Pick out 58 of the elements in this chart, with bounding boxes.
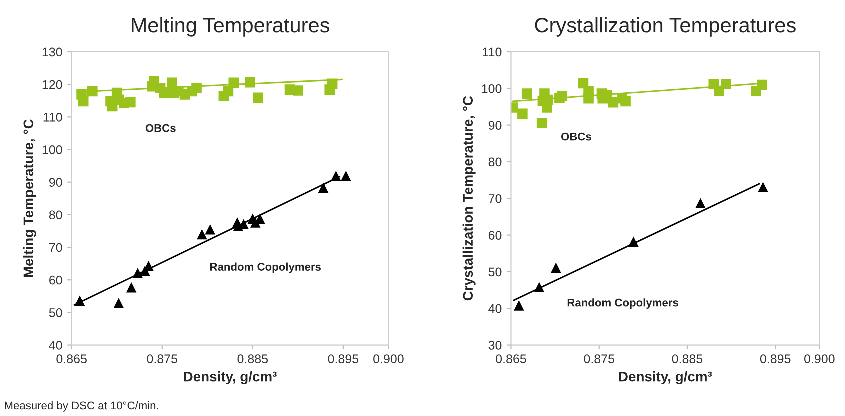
point <box>551 262 562 274</box>
x-tick-label: 0.885 <box>238 354 268 364</box>
y-tick-label: 130 <box>42 48 62 57</box>
y-tick-label: 100 <box>42 146 62 154</box>
point <box>522 88 532 99</box>
y-axis-title: Melting Temperature, °C <box>23 120 36 278</box>
point <box>126 282 137 293</box>
point <box>514 300 524 311</box>
point <box>126 97 136 108</box>
series-label: OBCs <box>146 124 176 132</box>
y-tick-label: 70 <box>50 243 62 252</box>
text: Random Copolymers <box>210 262 322 274</box>
y-tick-label: 80 <box>49 210 62 220</box>
x-tick-label: 0.895 <box>328 354 359 364</box>
text: Measured by DSC at 10°C/min. <box>5 401 158 412</box>
x-tick-label: 0.900 <box>374 354 404 364</box>
chart-title: Melting Temperatures <box>132 17 330 37</box>
y-tick-label: 80 <box>488 158 502 167</box>
x-tick-label: 0.865 <box>496 354 526 364</box>
point <box>536 118 548 128</box>
chart-title: Crystallization Temperatures <box>535 17 796 37</box>
point <box>696 198 706 209</box>
x-axis-title: Density, g/cm³ <box>619 372 712 385</box>
x-tick-label: 0.885 <box>672 354 703 364</box>
point <box>205 224 216 235</box>
x-tick-label: 0.875 <box>584 354 614 364</box>
y-tick-label: 30 <box>488 341 502 350</box>
y-tick-label: 90 <box>488 121 502 130</box>
point <box>293 86 304 96</box>
y-tick-label: 50 <box>49 308 62 318</box>
y-tick-label: 90 <box>49 178 62 187</box>
point <box>197 229 208 240</box>
point <box>114 298 124 308</box>
point <box>318 182 329 194</box>
x-tick-label: 0.865 <box>56 354 87 364</box>
point <box>78 96 89 107</box>
point <box>758 182 768 192</box>
y-tick-label: 120 <box>42 80 62 90</box>
y-tick-label: 50 <box>488 268 502 277</box>
y-tick-label: 110 <box>44 112 62 122</box>
x-tick-label: 0.900 <box>804 354 835 364</box>
point <box>341 171 352 182</box>
text: Random Copolymers <box>568 298 678 309</box>
point <box>253 92 264 104</box>
point <box>518 108 528 120</box>
x-tick-label: 0.875 <box>147 354 178 364</box>
y-tick-label: 40 <box>49 341 62 350</box>
y-tick-label: 110 <box>483 48 502 57</box>
y-axis-title: Crystallization Temperature, °C <box>462 96 476 301</box>
y-tick-label: 60 <box>488 231 502 240</box>
x-axis-title: Density, g/cm³ <box>184 372 277 385</box>
y-tick-label: 60 <box>50 276 62 285</box>
y-tick-label: 100 <box>482 84 502 94</box>
x-tick-label: 0.895 <box>760 354 791 364</box>
series-label: OBCs <box>561 132 592 141</box>
y-tick-label: 70 <box>488 194 502 204</box>
y-tick-label: 40 <box>488 304 502 314</box>
point <box>620 96 631 107</box>
